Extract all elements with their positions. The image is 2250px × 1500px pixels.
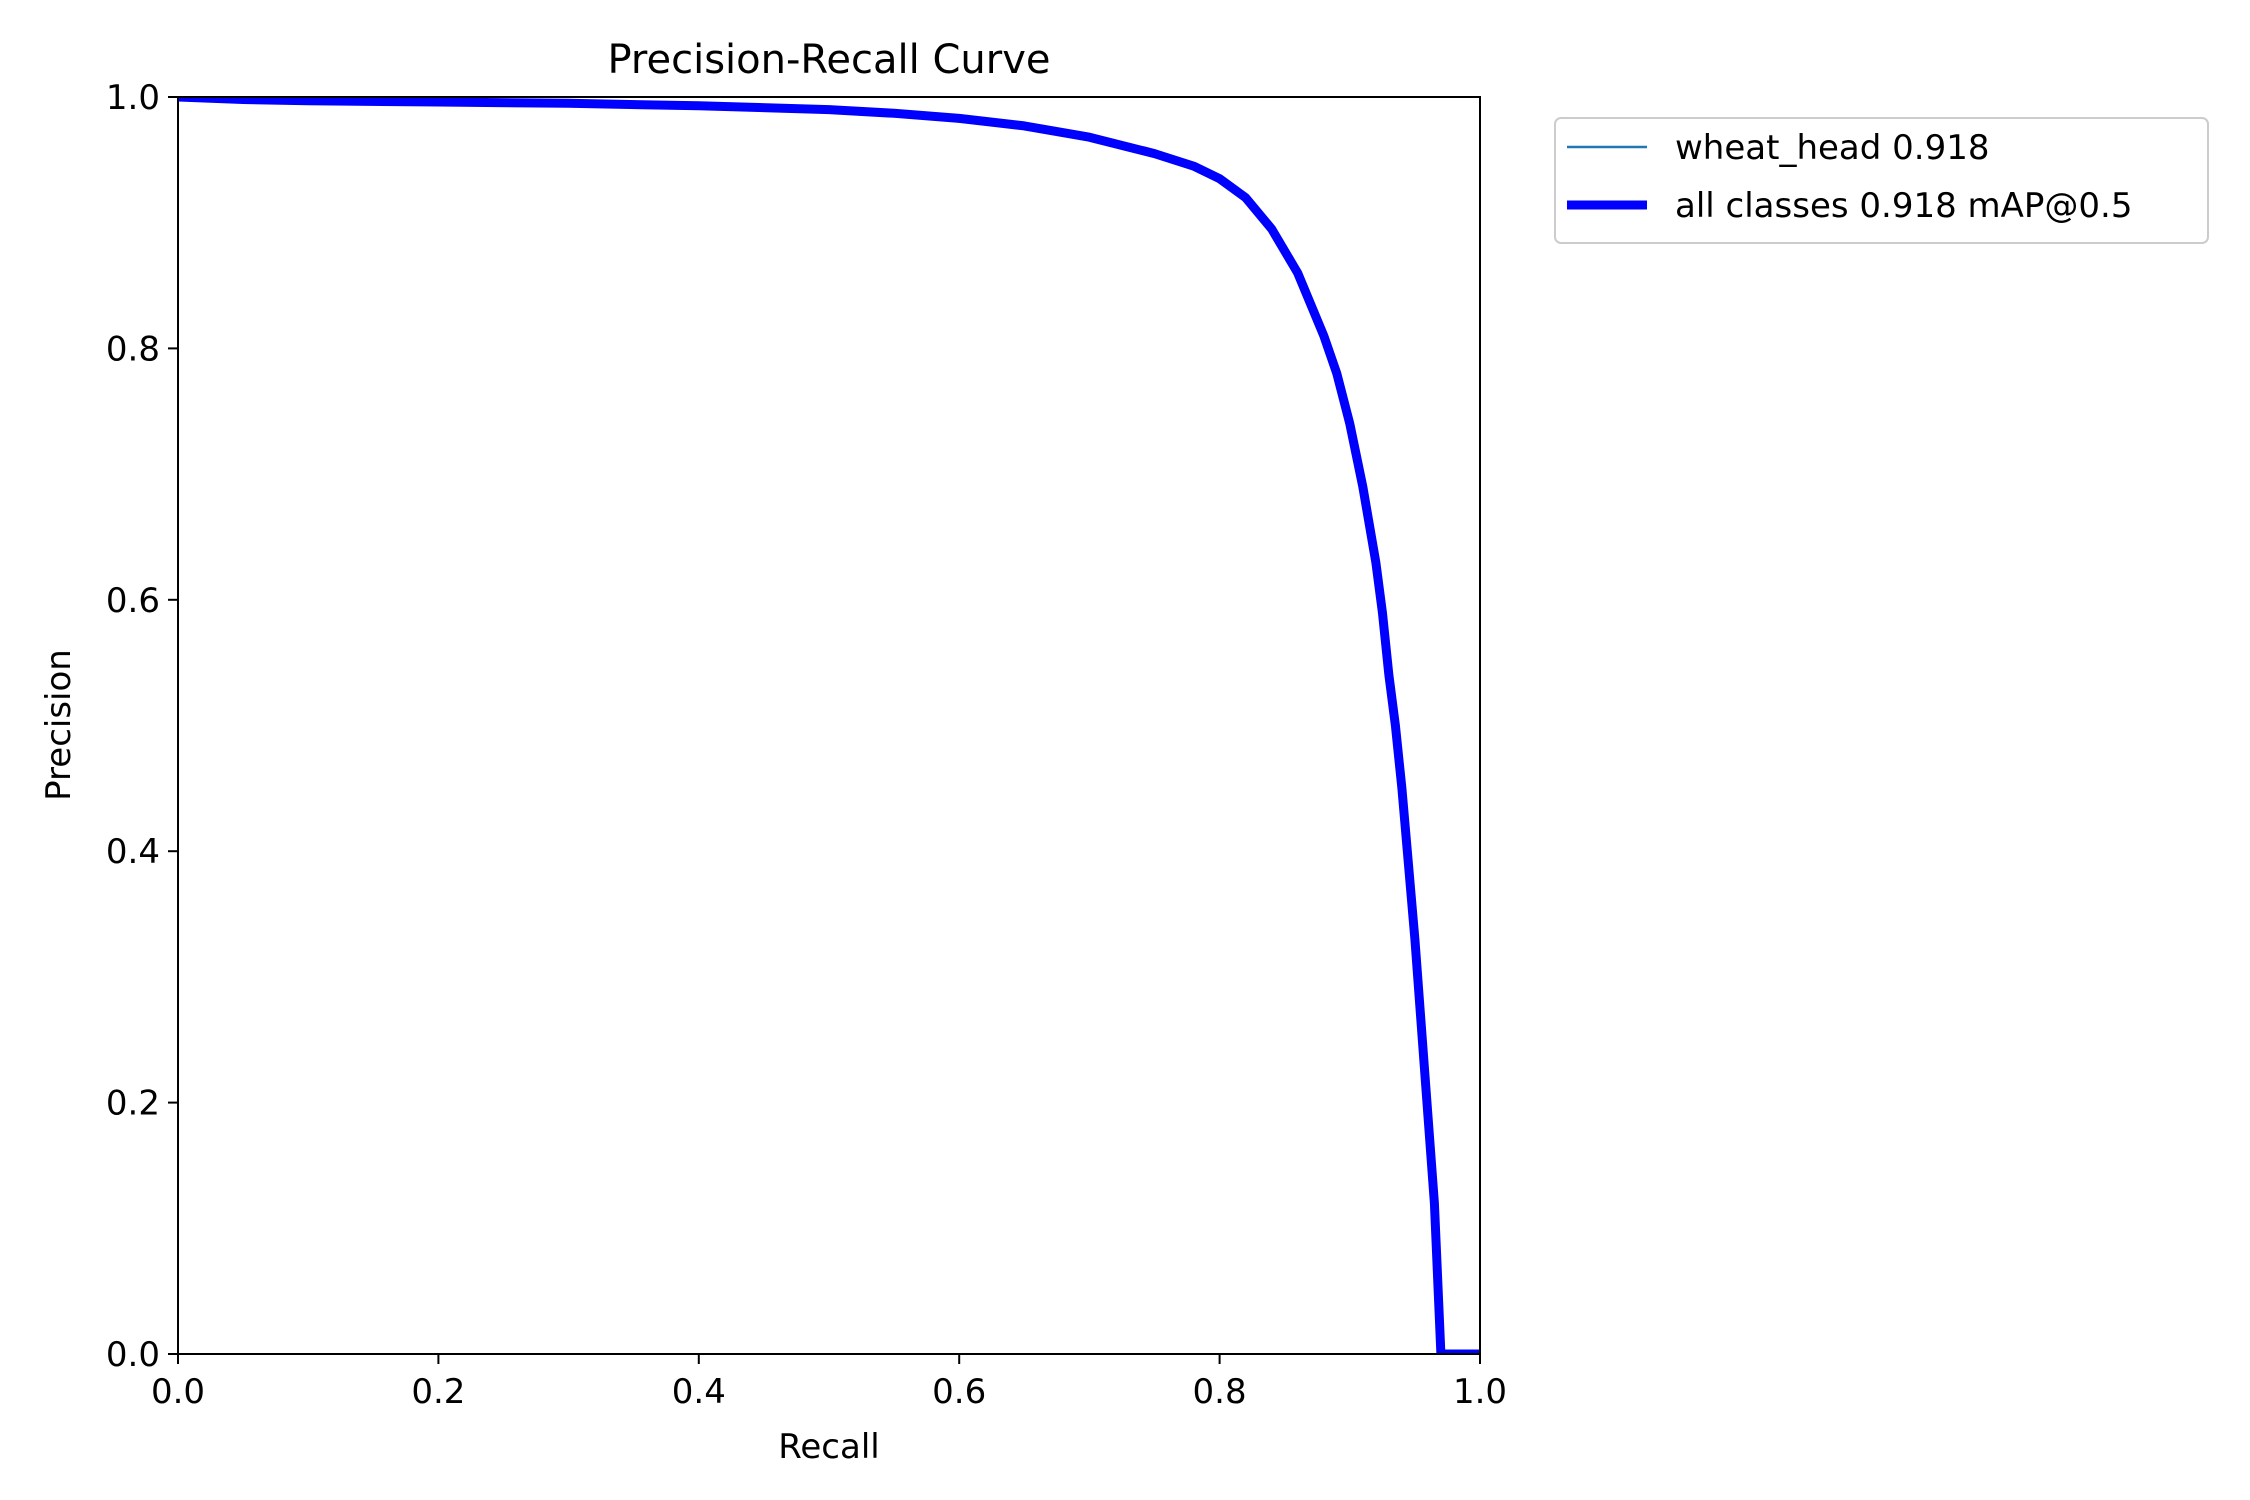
legend-label-0: wheat_head 0.918 [1675, 128, 1989, 168]
x-tick-label: 1.0 [1453, 1372, 1507, 1412]
legend-label-1: all classes 0.918 mAP@0.5 [1675, 186, 2132, 226]
y-tick-label: 0.2 [106, 1084, 160, 1124]
y-tick-label: 0.8 [106, 329, 160, 369]
y-tick-label: 0.4 [106, 832, 160, 872]
x-tick-label: 0.8 [1193, 1372, 1247, 1412]
x-tick-label: 0.2 [411, 1372, 465, 1412]
x-tick-label: 0.4 [672, 1372, 726, 1412]
series-layer [178, 97, 1480, 1354]
y-axis-label: Precision [39, 649, 79, 801]
y-tick-label: 1.0 [106, 78, 160, 118]
legend: wheat_head 0.918 all classes 0.918 mAP@0.… [1554, 117, 2209, 244]
legend-box [1554, 117, 2209, 244]
chart-title: Precision-Recall Curve [608, 37, 1051, 83]
y-tick-label: 0.0 [106, 1335, 160, 1375]
series-line-1 [178, 97, 1480, 1354]
x-axis-label: Recall [778, 1427, 879, 1467]
x-tick-label: 0.0 [151, 1372, 205, 1412]
x-tick-label: 0.6 [932, 1372, 986, 1412]
y-tick-label: 0.6 [106, 581, 160, 621]
x-axis-ticks: 0.0 0.2 0.4 0.6 0.8 1.0 [151, 1354, 1507, 1412]
plot-frame [177, 96, 1481, 1355]
y-axis-ticks: 0.0 0.2 0.4 0.6 0.8 1.0 [106, 78, 178, 1375]
plot-area: 0.0 0.2 0.4 0.6 0.8 1.0 0.0 0.2 0.4 0.6 0.8 1.0 [106, 78, 1507, 1412]
